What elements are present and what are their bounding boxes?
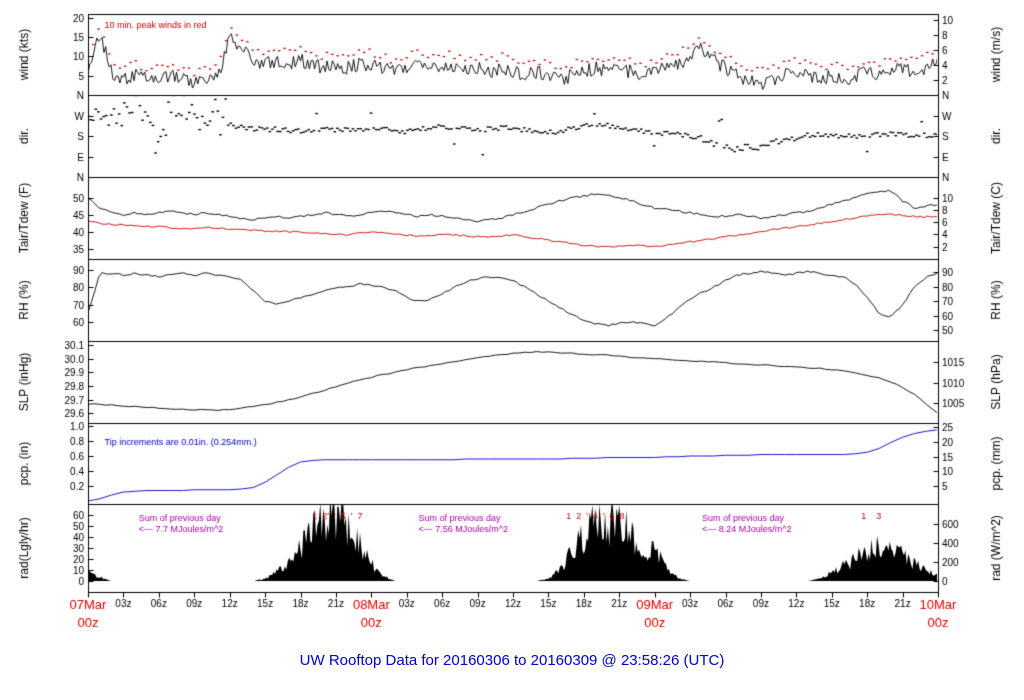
- meteogram-canvas: [0, 0, 1024, 645]
- chart-title: UW Rooftop Data for 20160306 to 20160309…: [299, 652, 725, 669]
